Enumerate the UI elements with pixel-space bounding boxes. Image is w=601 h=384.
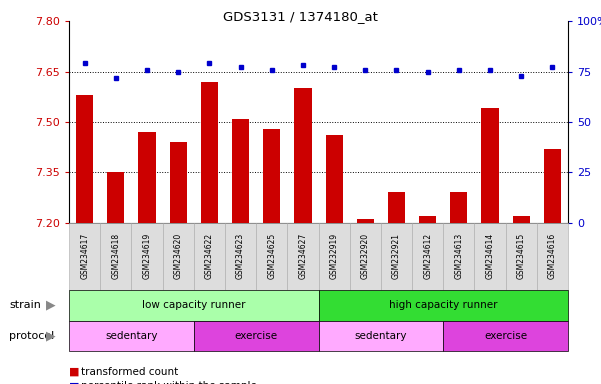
Text: strain: strain bbox=[9, 300, 41, 310]
Text: GSM234622: GSM234622 bbox=[205, 233, 214, 280]
Bar bbox=[138, 132, 156, 223]
Text: exercise: exercise bbox=[234, 331, 278, 341]
Text: GSM234617: GSM234617 bbox=[80, 233, 89, 280]
Bar bbox=[263, 129, 280, 223]
Bar bbox=[326, 135, 343, 223]
Text: GSM234623: GSM234623 bbox=[236, 233, 245, 280]
Bar bbox=[108, 172, 124, 223]
Text: GSM234620: GSM234620 bbox=[174, 233, 183, 280]
Bar bbox=[169, 142, 187, 223]
Bar bbox=[294, 88, 311, 223]
Text: high capacity runner: high capacity runner bbox=[389, 300, 498, 310]
Bar bbox=[388, 192, 405, 223]
Text: GSM232921: GSM232921 bbox=[392, 233, 401, 279]
Bar bbox=[450, 192, 468, 223]
Text: sedentary: sedentary bbox=[105, 331, 157, 341]
Bar bbox=[544, 149, 561, 223]
Text: GSM234627: GSM234627 bbox=[299, 233, 308, 280]
Bar bbox=[357, 219, 374, 223]
Text: GSM234619: GSM234619 bbox=[142, 233, 151, 280]
Text: protocol: protocol bbox=[9, 331, 54, 341]
Text: GSM234625: GSM234625 bbox=[267, 233, 276, 280]
Text: GSM234616: GSM234616 bbox=[548, 233, 557, 280]
Text: GDS3131 / 1374180_at: GDS3131 / 1374180_at bbox=[223, 10, 378, 23]
Text: GSM234618: GSM234618 bbox=[111, 233, 120, 280]
Bar bbox=[419, 216, 436, 223]
Text: exercise: exercise bbox=[484, 331, 527, 341]
Text: ▶: ▶ bbox=[46, 299, 56, 312]
Text: ▶: ▶ bbox=[46, 329, 56, 343]
Bar bbox=[481, 108, 499, 223]
Text: GSM232919: GSM232919 bbox=[329, 233, 338, 280]
Text: low capacity runner: low capacity runner bbox=[142, 300, 246, 310]
Bar bbox=[232, 119, 249, 223]
Text: ■: ■ bbox=[69, 367, 79, 377]
Text: GSM234615: GSM234615 bbox=[517, 233, 526, 280]
Text: percentile rank within the sample: percentile rank within the sample bbox=[81, 381, 257, 384]
Text: GSM234613: GSM234613 bbox=[454, 233, 463, 280]
Text: GSM232920: GSM232920 bbox=[361, 233, 370, 280]
Text: GSM234614: GSM234614 bbox=[486, 233, 495, 280]
Text: transformed count: transformed count bbox=[81, 367, 178, 377]
Bar bbox=[201, 81, 218, 223]
Text: ■: ■ bbox=[69, 381, 79, 384]
Bar bbox=[76, 95, 93, 223]
Bar bbox=[513, 216, 529, 223]
Text: GSM234612: GSM234612 bbox=[423, 233, 432, 280]
Text: sedentary: sedentary bbox=[355, 331, 407, 341]
